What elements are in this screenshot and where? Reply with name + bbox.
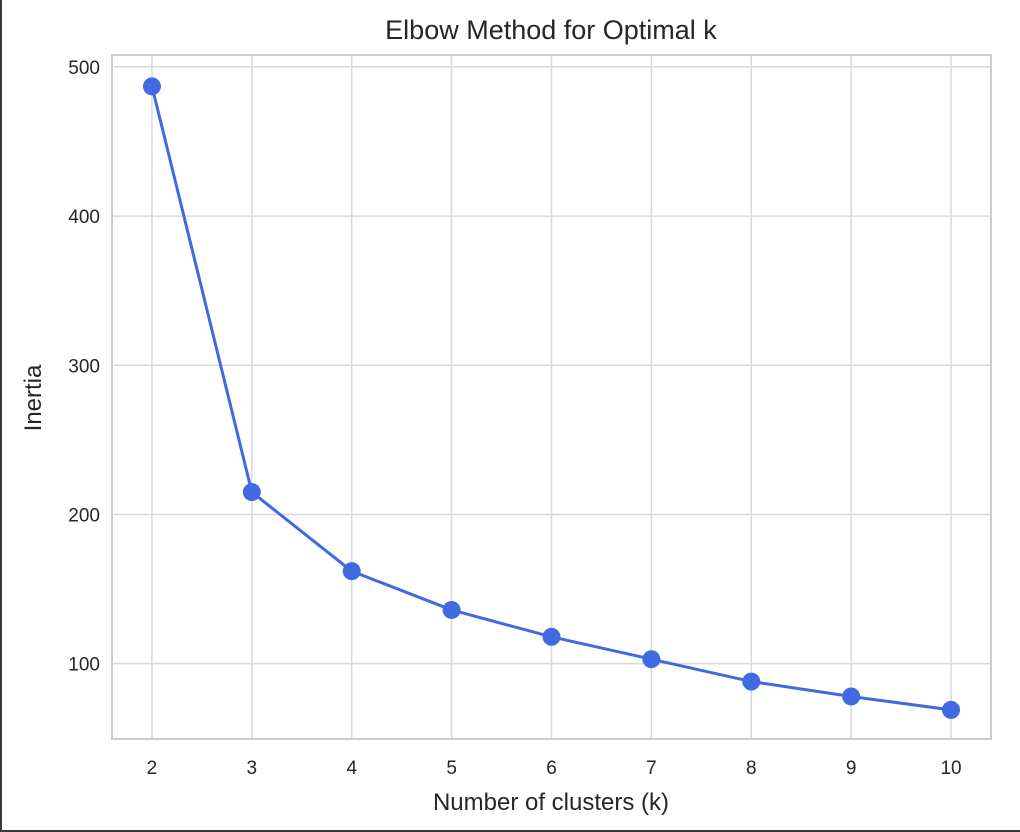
data-point <box>442 600 461 619</box>
y-tick-label: 500 <box>68 58 100 79</box>
grid <box>112 55 991 739</box>
tick-labels: 2 3 4 5 6 7 8 9 10 100 200 300 400 500 <box>68 58 961 779</box>
y-tick-label: 300 <box>68 356 100 377</box>
data-point <box>642 650 661 669</box>
data-point <box>942 700 961 719</box>
x-tick-label: 3 <box>247 758 258 779</box>
data-point <box>742 672 761 691</box>
data-point <box>542 627 561 646</box>
y-tick-label: 400 <box>68 207 100 228</box>
x-tick-label: 10 <box>940 758 961 779</box>
data-point <box>242 483 261 502</box>
data-points <box>142 77 961 719</box>
x-tick-label: 5 <box>446 758 457 779</box>
data-point <box>342 562 361 581</box>
plot-area <box>111 54 992 740</box>
x-tick-label: 6 <box>546 758 557 779</box>
x-tick-label: 8 <box>746 758 757 779</box>
x-tick-label: 9 <box>846 758 857 779</box>
x-axis-label: Number of clusters (k) <box>433 789 669 816</box>
x-tick-label: 4 <box>346 758 357 779</box>
y-tick-label: 100 <box>68 655 100 676</box>
data-point <box>142 77 161 96</box>
x-tick-label: 2 <box>147 758 158 779</box>
x-tick-label: 7 <box>646 758 657 779</box>
data-point <box>842 687 861 706</box>
chart-title: Elbow Method for Optimal k <box>385 15 717 45</box>
y-tick-label: 200 <box>68 505 100 526</box>
y-axis-label: Inertia <box>20 364 47 431</box>
